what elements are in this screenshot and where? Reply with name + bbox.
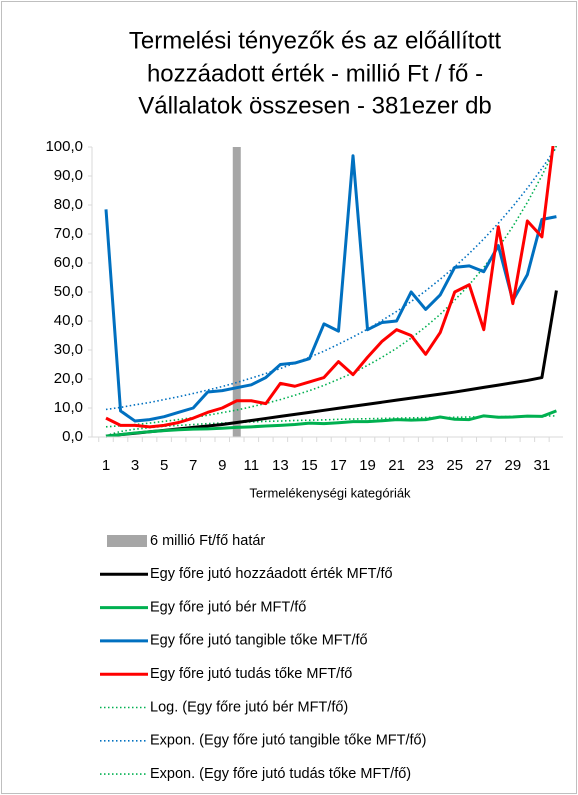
- legend-label: Egy főre jutó tudás tőke MFT/fő: [150, 666, 352, 682]
- legend-label: Egy főre jutó tangible tőke MFT/fő: [150, 633, 368, 649]
- x-tick-label: 23: [417, 457, 434, 474]
- x-tick-label: 1: [102, 457, 110, 474]
- legend-label: Egy főre jutó hozzáadott érték MFT/fő: [150, 566, 393, 582]
- legend-label: Expon. (Egy főre jutó tudás tőke MFT/fő): [150, 766, 411, 782]
- y-tick-label: 10,0: [54, 399, 83, 416]
- chart-title: hozzáadott érték - millió Ft / fő -: [147, 60, 483, 87]
- x-tick-label: 17: [330, 457, 347, 474]
- x-tick-label: 11: [244, 457, 260, 474]
- bar: [232, 147, 241, 437]
- legend-label: Egy főre jutó bér MFT/fő: [150, 599, 306, 615]
- y-tick-label: 50,0: [54, 283, 83, 300]
- x-tick-label: 3: [131, 457, 139, 474]
- legend-label: Expon. (Egy főre jutó tangible tőke MFT/…: [150, 733, 426, 749]
- y-tick-label: 30,0: [54, 341, 83, 358]
- x-tick-label: 27: [475, 457, 492, 474]
- plot-area: [104, 146, 558, 438]
- x-tick-label: 19: [359, 457, 376, 474]
- y-tick-label: 60,0: [54, 254, 83, 271]
- x-tick-label: 15: [301, 457, 318, 474]
- y-tick-label: 40,0: [54, 312, 83, 329]
- x-tick-label: 9: [218, 457, 226, 474]
- series-line: [105, 146, 555, 429]
- y-tick-label: 80,0: [54, 196, 83, 213]
- chart-title: Termelési tényezők és az előállított: [129, 27, 502, 54]
- legend-label: Log. (Egy főre jutó bér MFT/fő): [150, 699, 348, 715]
- x-tick-label: 7: [189, 457, 197, 474]
- y-tick-label: 20,0: [54, 370, 83, 387]
- y-tick-label: 70,0: [54, 225, 83, 242]
- y-tick-label: 100,0: [45, 138, 83, 155]
- y-tick-label: 90,0: [54, 167, 83, 184]
- x-tick-label: 25: [446, 457, 463, 474]
- chart-title: Vállalatok összesen - 381ezer db: [138, 92, 492, 119]
- legend-label: 6 millió Ft/fő határ: [150, 533, 265, 549]
- x-tick-label: 21: [388, 457, 405, 474]
- x-tick-label: 31: [534, 457, 551, 474]
- x-tick-label: 29: [504, 457, 521, 474]
- legend-swatch: [107, 535, 147, 547]
- x-axis-label: Termelékenységi kategóriák: [249, 485, 411, 500]
- series-line: [105, 409, 557, 438]
- x-tick-label: 5: [160, 457, 168, 474]
- x-tick-label: 13: [272, 457, 289, 474]
- series-line: [104, 154, 557, 423]
- y-tick-label: 0,0: [62, 428, 83, 445]
- trend-line: [105, 146, 558, 411]
